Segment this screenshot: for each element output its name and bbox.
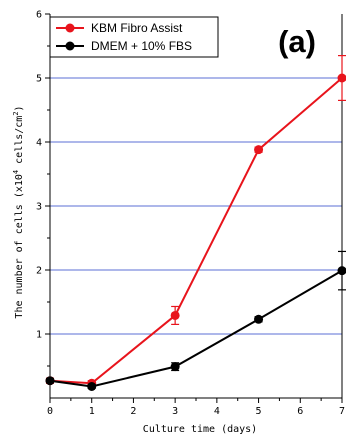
y-tick-label-2: 3: [36, 202, 42, 213]
series-1-point-3: [254, 314, 264, 324]
y-tick-label-4: 5: [36, 74, 42, 85]
y-tick-label-0: 1: [36, 330, 42, 341]
y-axis-title-mid: cells/cm: [14, 116, 25, 170]
y-tick-label-3: 4: [36, 138, 42, 149]
legend-label-1: DMEM + 10% FBS: [91, 39, 192, 53]
series-1-point-0: [45, 376, 55, 386]
series-0-point-2: [170, 310, 180, 320]
series-1-point-2: [170, 362, 180, 372]
y-axis-title-end: ): [14, 105, 25, 111]
legend-marker-0: [65, 23, 75, 33]
series-1-point-1: [87, 381, 97, 391]
series-1-point-4: [337, 266, 346, 276]
series-layer: [45, 54, 346, 391]
x-tick-label-4: 4: [214, 406, 220, 417]
x-tick-label-2: 2: [130, 406, 136, 417]
series-0-point-4: [337, 73, 346, 83]
x-axis-title: Culture time (days): [143, 424, 257, 434]
y-axis-title-exp1: 4: [12, 170, 20, 174]
series-0: [45, 54, 346, 388]
x-tick-label-0: 0: [47, 406, 53, 417]
legend: KBM Fibro Assist DMEM + 10% FBS: [49, 16, 219, 58]
legend-label-0: KBM Fibro Assist: [91, 21, 183, 35]
x-tick-label-7: 7: [339, 406, 345, 417]
x-tick-label-6: 6: [297, 406, 303, 417]
y-tick-label-5: 6: [36, 10, 42, 21]
y-tick-label-1: 2: [36, 266, 42, 277]
panel-label: (a): [278, 24, 316, 59]
series-1-line: [49, 269, 343, 388]
legend-marker-1: [65, 41, 75, 51]
series-0-point-3: [254, 145, 264, 155]
y-axis-title: The number of cells (x104 cells/cm2): [12, 105, 25, 318]
grid-lines: [50, 77, 342, 335]
x-tick-label-5: 5: [256, 406, 262, 417]
y-axis-title-main: The number of cells (x10: [14, 174, 25, 319]
x-tick-label-1: 1: [89, 406, 95, 417]
y-axis-title-exp2: 2: [12, 111, 20, 115]
series-1: [45, 250, 346, 391]
legend-box: [49, 16, 219, 58]
series-0-line: [49, 77, 343, 385]
axes: 1 2 3 4 5 6 0 1 2 3 4 5 6 7: [36, 10, 345, 418]
x-tick-label-3: 3: [172, 406, 178, 417]
